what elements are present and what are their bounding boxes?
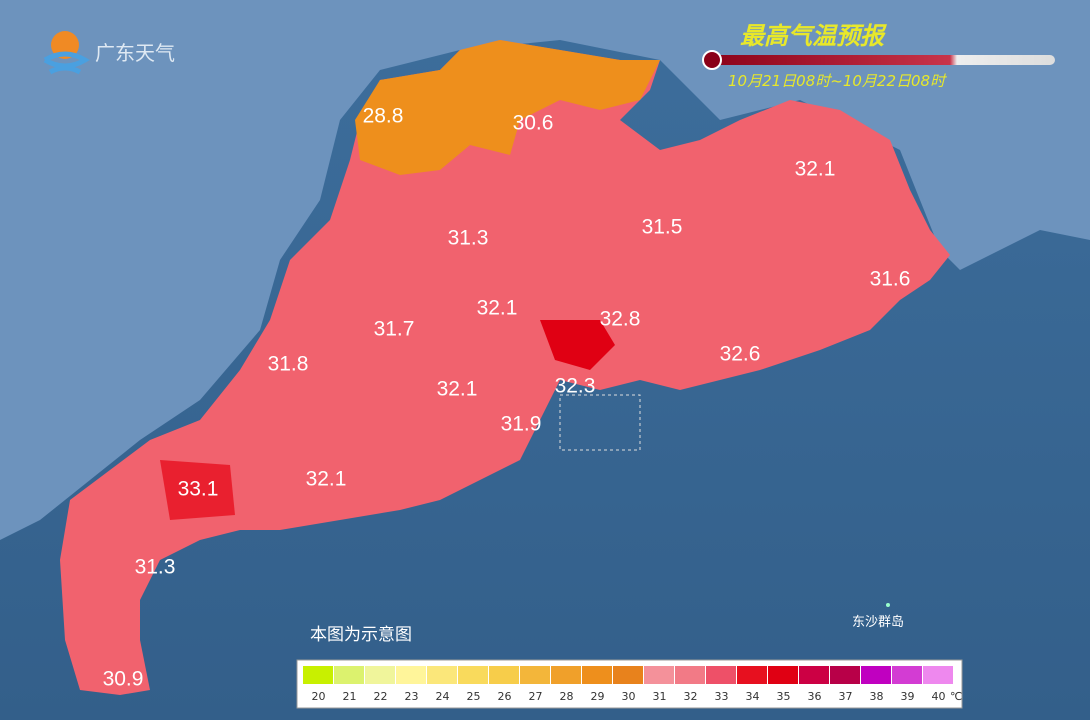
legend-swatch [675, 666, 705, 684]
temperature-label: 33.1 [178, 478, 219, 501]
legend-label: 34 [746, 690, 760, 703]
legend-label: 21 [343, 690, 357, 703]
legend-label: 37 [839, 690, 853, 703]
map-title: 最高气温预报 [740, 22, 887, 50]
temperature-label: 31.6 [870, 268, 911, 291]
legend-swatch [582, 666, 612, 684]
temperature-label: 31.5 [642, 216, 683, 239]
temperature-label: 31.3 [135, 556, 176, 579]
title-bar-end [702, 50, 722, 70]
logo-icon [51, 31, 79, 59]
temperature-label: 32.3 [555, 375, 596, 398]
logo-icon [43, 51, 90, 75]
cooler-area [355, 40, 660, 175]
legend-label: 25 [467, 690, 481, 703]
legend-swatch [520, 666, 550, 684]
hot-area [160, 460, 235, 520]
province-area [60, 40, 950, 695]
note: 本图为示意图 [310, 625, 412, 645]
temperature-label: 31.7 [374, 318, 415, 341]
temperature-label: 32.1 [306, 468, 347, 491]
temperature-labels: 28.8 30.6 32.1 31.3 31.5 31.6 32.1 32.8 31.7 31.8… [103, 105, 911, 691]
legend-swatch [396, 666, 426, 684]
legend-label: 32 [684, 690, 698, 703]
legend-swatch [303, 666, 333, 684]
legend-swatch [830, 666, 860, 684]
legend-label: 28 [560, 690, 574, 703]
temperature-label: 31.9 [501, 413, 542, 436]
legend-swatch [861, 666, 891, 684]
hk-box [559, 394, 641, 451]
legend-label: 24 [436, 690, 450, 703]
island-label: 东沙群岛 [852, 614, 904, 630]
legend-swatch [458, 666, 488, 684]
legend-swatch [427, 666, 457, 684]
legend-label: 40 [932, 690, 946, 703]
legend-swatch [489, 666, 519, 684]
hot-area [540, 320, 615, 370]
island [886, 603, 890, 607]
legend-swatch [644, 666, 674, 684]
legend-label: 27 [529, 690, 543, 703]
temperature-label: 30.9 [103, 668, 144, 691]
temperature-label: 32.8 [600, 308, 641, 331]
temperature-label: 31.8 [268, 353, 309, 376]
temperature-label: 32.1 [437, 378, 478, 401]
legend-swatch [737, 666, 767, 684]
title-bar [705, 55, 1055, 65]
legend-swatch [551, 666, 581, 684]
legend-swatch [892, 666, 922, 684]
legend-label: 23 [405, 690, 419, 703]
legend-label: 31 [653, 690, 667, 703]
temperature-label: 28.8 [363, 105, 404, 128]
legend-label: 26 [498, 690, 512, 703]
legend-label: 39 [901, 690, 915, 703]
legend-swatch [923, 666, 953, 684]
legend-label: 30 [622, 690, 636, 703]
legend-label: 36 [808, 690, 822, 703]
legend-swatch [768, 666, 798, 684]
legend-label: 22 [374, 690, 388, 703]
temperature-label: 32.6 [720, 343, 761, 366]
legend-swatch [706, 666, 736, 684]
legend-swatch [334, 666, 364, 684]
legend-swatch [613, 666, 643, 684]
period: 10月21日08时~10月22日08时 [728, 72, 947, 90]
logo-text: 广东天气 [95, 41, 175, 65]
temperature-label: 31.3 [448, 227, 489, 250]
temperature-label: 32.1 [477, 297, 518, 320]
mainland [0, 0, 1090, 540]
legend-label: 33 [715, 690, 729, 703]
legend-label: 35 [777, 690, 791, 703]
legend-swatch [799, 666, 829, 684]
temperature-label: 32.1 [795, 158, 836, 181]
legend-swatch [365, 666, 395, 684]
legend: 20 21 22 23 24 25 26 27 28 29 30 31 32 33 34 35 36 37 38 39… [303, 666, 962, 703]
legend-unit: ℃ [950, 690, 962, 703]
legend-label: 20 [312, 690, 326, 703]
legend-label: 29 [591, 690, 605, 703]
temperature-label: 30.6 [513, 112, 554, 135]
legend-label: 38 [870, 690, 884, 703]
